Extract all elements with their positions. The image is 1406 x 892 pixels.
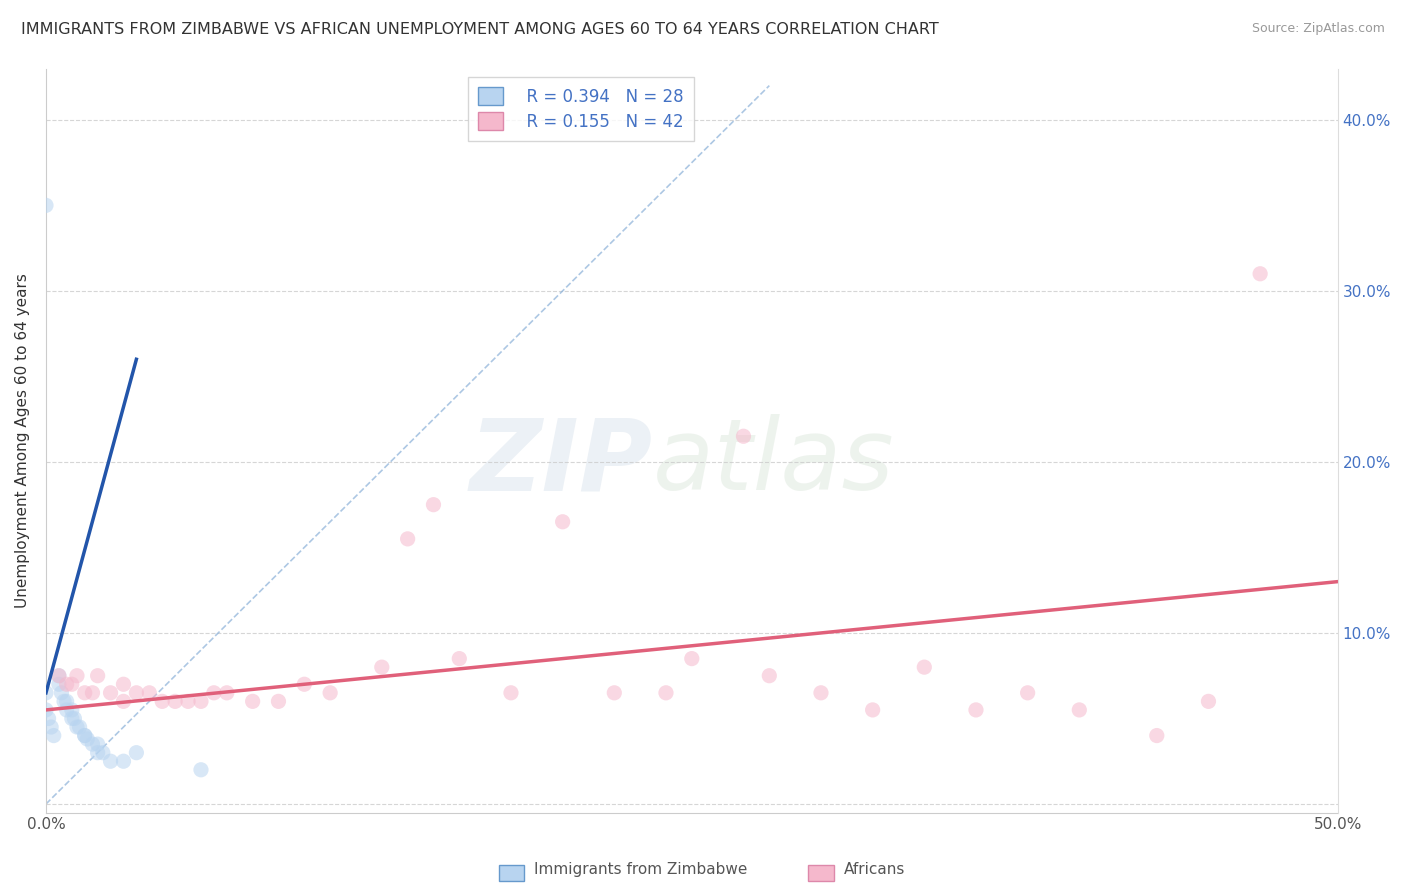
Point [1017, 686, 1039, 700]
Point [319, 686, 342, 700]
Point [86, 746, 108, 760]
Point [51, 686, 73, 700]
Point [292, 677, 315, 691]
Point [66, 669, 89, 683]
Point [48, 669, 70, 683]
Point [100, 686, 122, 700]
Point [73, 729, 96, 743]
Point [91, 746, 114, 760]
Text: Africans: Africans [844, 863, 905, 877]
Point [100, 754, 122, 768]
Point [86, 737, 108, 751]
Point [965, 703, 987, 717]
Point [190, 694, 212, 708]
Point [73, 686, 96, 700]
Point [655, 686, 678, 700]
Y-axis label: Unemployment Among Ages 60 to 64 years: Unemployment Among Ages 60 to 64 years [15, 273, 30, 608]
Point [112, 677, 135, 691]
Point [371, 660, 394, 674]
Point [53, 694, 76, 708]
Point [138, 686, 160, 700]
Point [60, 677, 83, 691]
Point [82, 686, 104, 700]
Text: Source: ZipAtlas.com: Source: ZipAtlas.com [1251, 22, 1385, 36]
Point [112, 754, 135, 768]
Point [35, 686, 58, 700]
Point [1249, 267, 1271, 281]
Point [242, 694, 264, 708]
Point [396, 532, 419, 546]
Point [758, 669, 780, 683]
Point [112, 694, 135, 708]
Legend:   R = 0.394   N = 28,   R = 0.155   N = 42: R = 0.394 N = 28, R = 0.155 N = 42 [468, 77, 693, 141]
Point [35, 703, 58, 717]
Text: Immigrants from Zimbabwe: Immigrants from Zimbabwe [534, 863, 748, 877]
Point [862, 703, 884, 717]
Point [1146, 729, 1168, 743]
Point [422, 498, 444, 512]
Point [810, 686, 832, 700]
Point [499, 686, 522, 700]
Point [165, 694, 187, 708]
Point [177, 694, 200, 708]
Point [150, 694, 173, 708]
Point [39, 720, 62, 734]
Point [60, 703, 83, 717]
Point [215, 686, 238, 700]
Point [551, 515, 574, 529]
Text: atlas: atlas [652, 415, 894, 511]
Point [681, 651, 703, 665]
Point [190, 763, 212, 777]
Point [69, 720, 91, 734]
Point [82, 737, 104, 751]
Point [1069, 703, 1091, 717]
Point [55, 694, 77, 708]
Text: IMMIGRANTS FROM ZIMBABWE VS AFRICAN UNEMPLOYMENT AMONG AGES 60 TO 64 YEARS CORRE: IMMIGRANTS FROM ZIMBABWE VS AFRICAN UNEM… [21, 22, 939, 37]
Point [603, 686, 626, 700]
Point [66, 720, 89, 734]
Point [48, 669, 70, 683]
Point [48, 677, 70, 691]
Point [86, 669, 108, 683]
Point [35, 198, 58, 212]
Point [1198, 694, 1220, 708]
Point [267, 694, 290, 708]
Point [73, 729, 96, 743]
Text: ZIP: ZIP [470, 415, 652, 511]
Point [55, 703, 77, 717]
Point [76, 731, 98, 746]
Point [202, 686, 225, 700]
Point [38, 711, 60, 725]
Point [449, 651, 471, 665]
Point [125, 746, 148, 760]
Point [55, 677, 77, 691]
Point [60, 711, 83, 725]
Point [125, 686, 148, 700]
Point [912, 660, 935, 674]
Point [733, 429, 755, 443]
Point [42, 729, 65, 743]
Point [63, 711, 86, 725]
